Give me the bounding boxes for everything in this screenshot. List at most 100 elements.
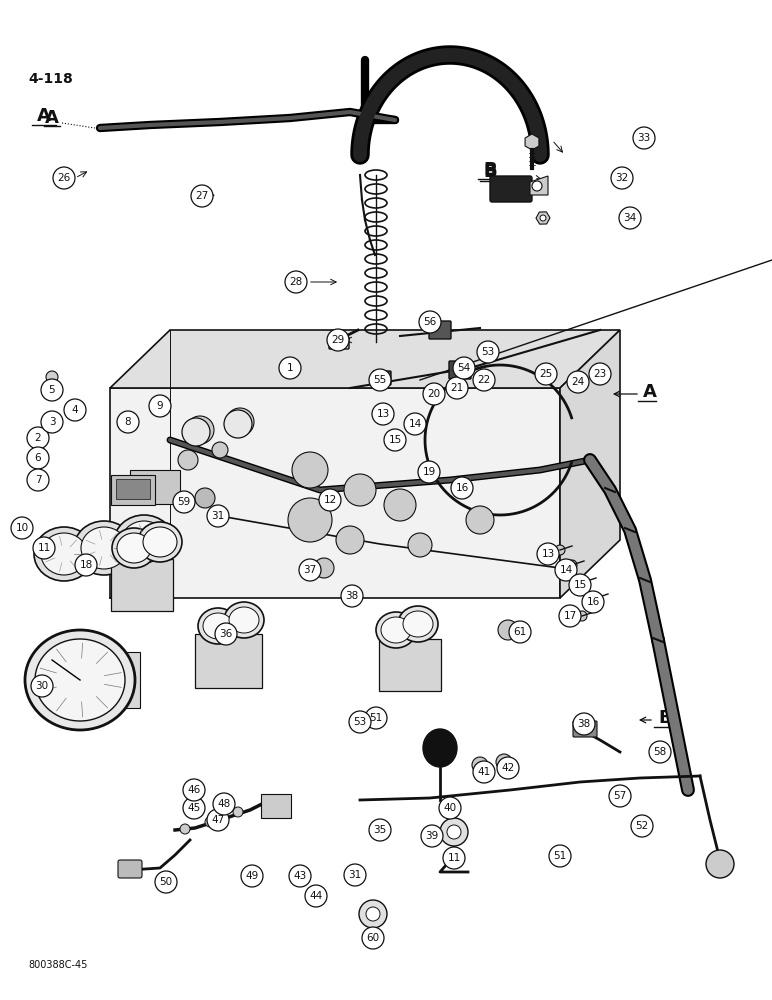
Circle shape [183, 797, 205, 819]
Text: 20: 20 [428, 389, 441, 399]
FancyBboxPatch shape [373, 371, 391, 385]
Circle shape [567, 560, 577, 570]
Ellipse shape [117, 533, 151, 563]
Circle shape [549, 845, 571, 867]
Text: 11: 11 [37, 543, 51, 553]
Text: 11: 11 [448, 853, 461, 863]
Ellipse shape [381, 617, 411, 643]
FancyBboxPatch shape [116, 479, 150, 499]
Ellipse shape [198, 608, 238, 644]
Text: 32: 32 [615, 173, 628, 183]
Circle shape [443, 847, 465, 869]
Text: 55: 55 [374, 375, 387, 385]
Circle shape [75, 554, 97, 576]
Circle shape [207, 809, 229, 831]
Text: 38: 38 [577, 719, 591, 729]
Ellipse shape [25, 630, 135, 730]
Circle shape [319, 489, 341, 511]
Circle shape [649, 741, 671, 763]
Text: 29: 29 [331, 335, 344, 345]
Circle shape [555, 559, 577, 581]
Circle shape [591, 593, 601, 603]
Circle shape [183, 779, 205, 801]
Ellipse shape [398, 606, 438, 642]
Circle shape [349, 711, 371, 733]
Text: 19: 19 [422, 467, 435, 477]
Text: 33: 33 [638, 133, 651, 143]
Text: 5: 5 [49, 385, 56, 395]
Text: 23: 23 [594, 369, 607, 379]
Text: 17: 17 [564, 611, 577, 621]
Text: 9: 9 [157, 401, 164, 411]
Circle shape [289, 865, 311, 887]
Circle shape [477, 341, 499, 363]
Circle shape [327, 329, 349, 351]
Text: 51: 51 [369, 713, 383, 723]
Ellipse shape [41, 533, 87, 575]
Circle shape [555, 545, 565, 555]
Circle shape [473, 761, 495, 783]
Ellipse shape [403, 611, 433, 637]
Circle shape [577, 611, 587, 621]
Circle shape [404, 413, 426, 435]
Text: 30: 30 [36, 681, 49, 691]
Circle shape [53, 418, 59, 422]
Text: B: B [659, 709, 672, 727]
Text: 40: 40 [443, 803, 456, 813]
Circle shape [569, 574, 591, 596]
Text: 31: 31 [348, 870, 361, 880]
FancyBboxPatch shape [111, 559, 173, 611]
FancyBboxPatch shape [90, 652, 140, 708]
Text: 16: 16 [587, 597, 600, 607]
Circle shape [631, 815, 653, 837]
Circle shape [46, 371, 58, 383]
Text: A: A [45, 109, 59, 127]
Circle shape [453, 357, 475, 379]
Circle shape [38, 450, 42, 454]
Text: 45: 45 [188, 803, 201, 813]
Circle shape [579, 577, 589, 587]
Circle shape [439, 797, 461, 819]
Text: 39: 39 [425, 831, 438, 841]
Circle shape [27, 469, 49, 491]
Text: 54: 54 [457, 363, 471, 373]
Text: 26: 26 [57, 173, 70, 183]
Circle shape [215, 623, 237, 645]
Text: 8: 8 [125, 417, 131, 427]
Circle shape [186, 416, 214, 444]
Circle shape [41, 411, 63, 433]
Polygon shape [530, 176, 548, 195]
Text: 51: 51 [554, 851, 567, 861]
Text: 58: 58 [653, 747, 667, 757]
Circle shape [419, 311, 441, 333]
FancyBboxPatch shape [573, 721, 597, 737]
FancyBboxPatch shape [111, 475, 155, 505]
Text: 49: 49 [245, 871, 259, 881]
Text: 60: 60 [367, 933, 380, 943]
Text: 16: 16 [455, 483, 469, 493]
Circle shape [447, 825, 461, 839]
Circle shape [509, 621, 531, 643]
Circle shape [149, 395, 171, 417]
Circle shape [336, 526, 364, 554]
Ellipse shape [224, 602, 264, 638]
Text: 50: 50 [160, 877, 173, 887]
Circle shape [64, 399, 86, 421]
Text: 56: 56 [423, 317, 437, 327]
Circle shape [299, 559, 321, 581]
Circle shape [532, 181, 542, 191]
Text: 48: 48 [218, 799, 231, 809]
Circle shape [27, 427, 49, 449]
Text: 53: 53 [482, 347, 495, 357]
Circle shape [619, 207, 641, 229]
Circle shape [279, 357, 301, 379]
Circle shape [155, 871, 177, 893]
Text: 21: 21 [450, 383, 464, 393]
Text: B: B [483, 163, 497, 181]
Circle shape [633, 127, 655, 149]
Circle shape [466, 506, 494, 534]
Circle shape [180, 824, 190, 834]
Text: 43: 43 [293, 871, 306, 881]
Circle shape [178, 450, 198, 470]
Circle shape [344, 864, 366, 886]
